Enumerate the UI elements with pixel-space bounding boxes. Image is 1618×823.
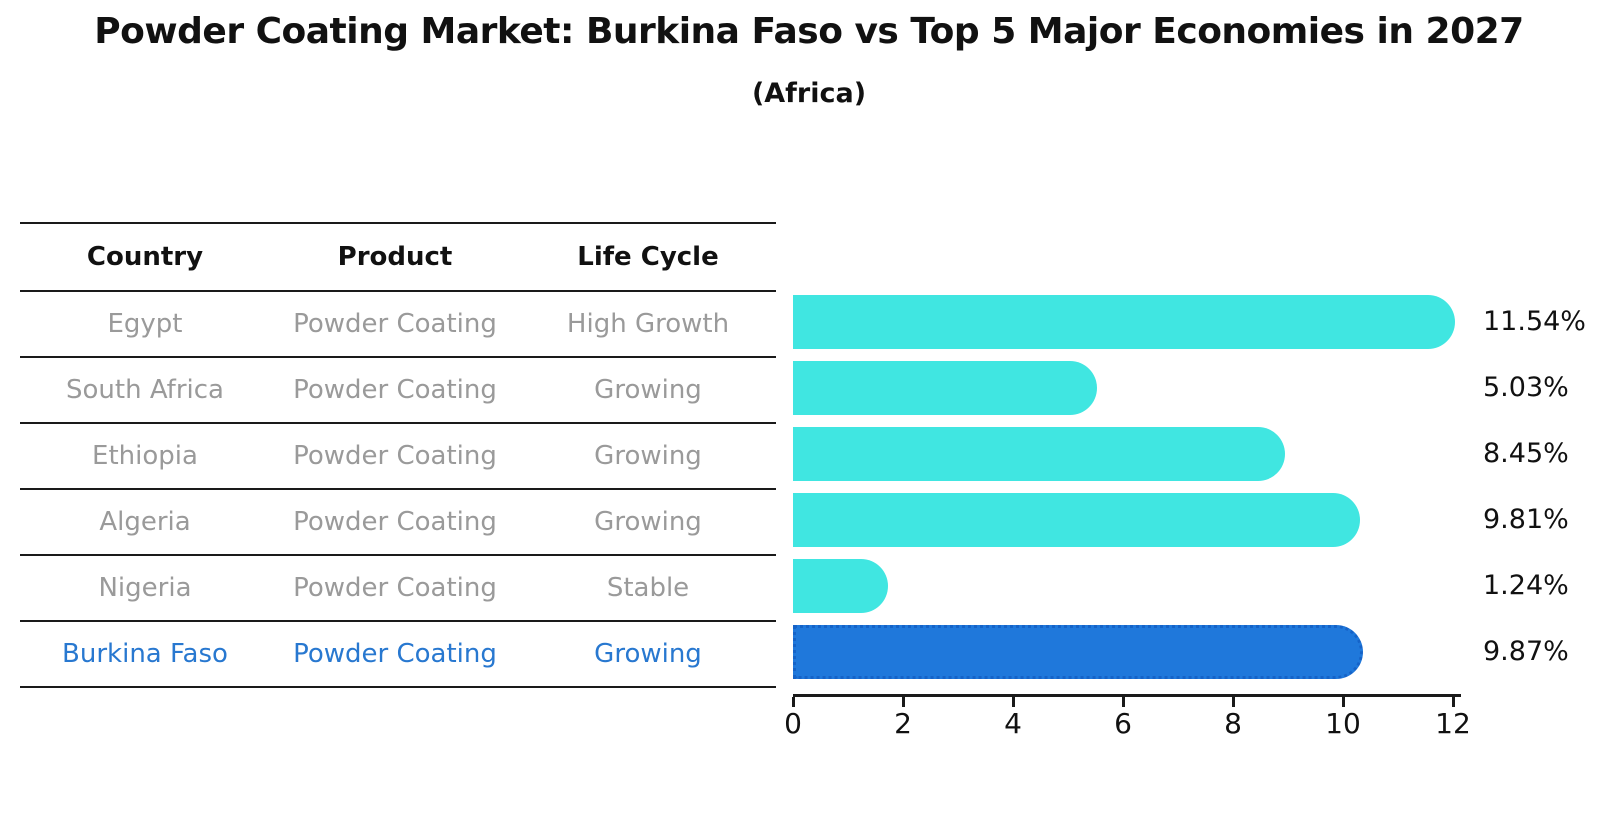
country-table: Country Product Life Cycle Egypt Powder Coa… (20, 222, 776, 688)
table-cell-life-cycle: Growing (594, 639, 702, 669)
table-row: Ethiopia Powder Coating Growing (20, 424, 776, 490)
table-cell-country: Egypt (107, 309, 183, 339)
bar-ethiopia (793, 427, 1285, 481)
table-cell-life-cycle: High Growth (566, 309, 730, 339)
table-cell-life-cycle: Stable (606, 573, 690, 603)
table-header-cell: Country (86, 242, 204, 272)
bar-algeria (793, 493, 1360, 547)
table-cell-country: Ethiopia (92, 441, 198, 471)
x-tick-label: 12 (1435, 707, 1471, 740)
bar-value-label: 1.24% (1483, 570, 1569, 601)
table-cell-life-cycle: Growing (594, 375, 702, 405)
bar-value-label: 9.81% (1483, 504, 1569, 535)
x-tick-label: 10 (1325, 707, 1361, 740)
table-header-cell: Life Cycle (577, 242, 719, 272)
table-body: Egypt Powder Coating High Growth South Afri… (20, 292, 776, 688)
x-tick-mark (791, 697, 795, 707)
table-row: Algeria Powder Coating Growing (20, 490, 776, 556)
table-cell-product: Powder Coating (293, 507, 497, 537)
table-cell-country: Nigeria (98, 573, 192, 603)
x-tick-mark (1011, 697, 1015, 707)
table-cell-product: Powder Coating (293, 639, 497, 669)
x-tick-label: 0 (784, 707, 802, 740)
table-row: Egypt Powder Coating High Growth (20, 292, 776, 358)
chart-title: Powder Coating Market: Burkina Faso vs T… (94, 11, 1524, 52)
bar-burkina-faso (793, 625, 1363, 679)
table-cell-country: Algeria (99, 507, 191, 537)
x-axis-line (793, 694, 1461, 697)
table-row: Nigeria Powder Coating Stable (20, 556, 776, 622)
bar-egypt (793, 295, 1455, 349)
table-cell-country: Burkina Faso (62, 639, 228, 669)
table-cell-country: South Africa (66, 375, 224, 405)
x-tick-mark (1341, 697, 1345, 707)
bar-value-label: 9.87% (1483, 636, 1569, 667)
table-cell-product: Powder Coating (293, 375, 497, 405)
table-cell-life-cycle: Growing (594, 507, 702, 537)
table-cell-product: Powder Coating (293, 573, 497, 603)
x-tick-label: 8 (1224, 707, 1242, 740)
bar-south-africa (793, 361, 1097, 415)
table-header-row: Country Product Life Cycle (20, 224, 776, 292)
table-cell-product: Powder Coating (293, 441, 497, 471)
table-cell-life-cycle: Growing (594, 441, 702, 471)
x-tick-label: 2 (894, 707, 912, 740)
bar-nigeria (793, 559, 889, 613)
chart-subtitle: (Africa) (751, 78, 867, 109)
x-tick-mark (901, 697, 905, 707)
x-tick-label: 6 (1114, 707, 1132, 740)
x-tick-label: 4 (1004, 707, 1022, 740)
x-tick-mark (1231, 697, 1235, 707)
table-row: South Africa Powder Coating Growing (20, 358, 776, 424)
table-row: Burkina Faso Powder Coating Growing (20, 622, 776, 688)
table-header-cell: Product (337, 242, 453, 272)
x-tick-mark (1451, 697, 1455, 707)
bar-value-label: 5.03% (1483, 372, 1569, 403)
table-cell-product: Powder Coating (293, 309, 497, 339)
bar-value-label: 8.45% (1483, 438, 1569, 469)
bar-value-label: 11.54% (1483, 306, 1586, 337)
x-tick-mark (1121, 697, 1125, 707)
